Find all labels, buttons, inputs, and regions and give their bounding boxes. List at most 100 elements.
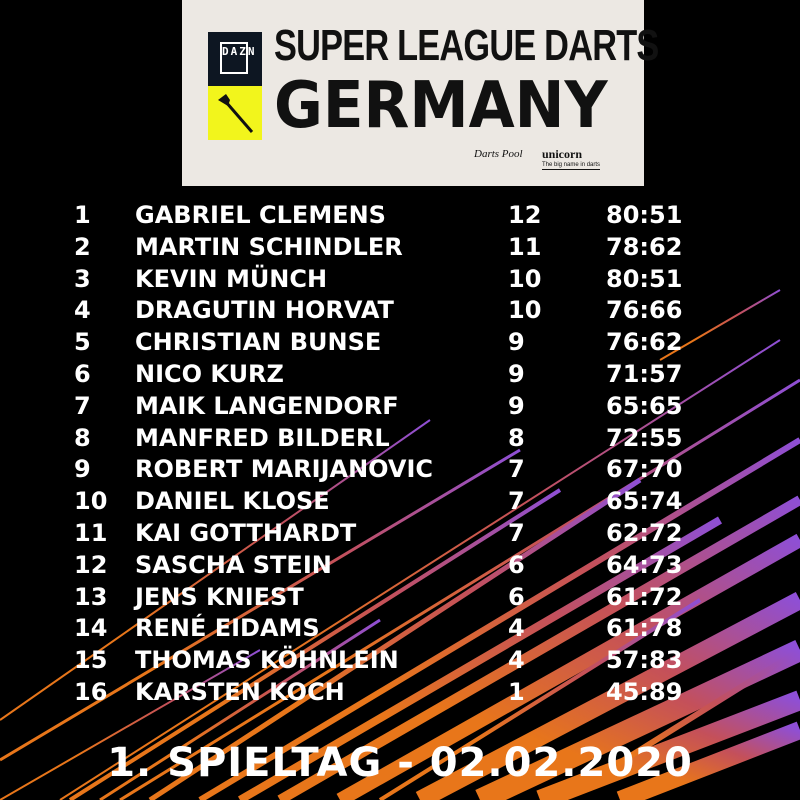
player-name: JENS KNIEST bbox=[135, 582, 304, 611]
table-row: 9 ROBERT MARIJANOVIC 7 67:70 bbox=[0, 454, 800, 484]
table-row: 13 JENS KNIEST 6 61:72 bbox=[0, 582, 800, 612]
legs-score: 67:70 bbox=[606, 455, 683, 484]
points-cell: 7 bbox=[508, 455, 525, 484]
rank-cell: 8 bbox=[74, 423, 91, 452]
points-cell: 9 bbox=[508, 391, 525, 420]
table-row: 2 MARTIN SCHINDLER 11 78:62 bbox=[0, 232, 800, 262]
rank-cell: 3 bbox=[74, 264, 91, 293]
streak-line bbox=[415, 592, 800, 800]
points-cell: 6 bbox=[508, 550, 525, 579]
sponsor-unicorn: unicorn The big name in darts bbox=[542, 147, 601, 170]
player-name: DRAGUTIN HORVAT bbox=[135, 296, 394, 325]
table-row: 10 DANIEL KLOSE 7 65:74 bbox=[0, 486, 800, 516]
table-row: 7 MAIK LANGENDORF 9 65:65 bbox=[0, 391, 800, 421]
dart-icon bbox=[208, 86, 262, 140]
table-row: 15 THOMAS KÖHNLEIN 4 57:83 bbox=[0, 645, 800, 675]
points-cell: 11 bbox=[508, 232, 542, 261]
rank-cell: 12 bbox=[74, 550, 108, 579]
points-cell: 4 bbox=[508, 614, 525, 643]
sponsor-darts-pool: Darts Pool bbox=[474, 148, 523, 160]
legs-score: 65:65 bbox=[606, 391, 683, 420]
rank-cell: 2 bbox=[74, 232, 91, 261]
streak-line bbox=[475, 640, 800, 800]
table-row: 14 RENÉ EIDAMS 4 61:78 bbox=[0, 613, 800, 643]
streak-line bbox=[659, 289, 781, 361]
player-name: MARTIN SCHINDLER bbox=[135, 232, 403, 261]
streak-line bbox=[558, 647, 800, 800]
legs-score: 76:62 bbox=[606, 328, 683, 357]
rank-cell: 4 bbox=[74, 296, 91, 325]
points-cell: 7 bbox=[508, 519, 525, 547]
player-name: RENÉ EIDAMS bbox=[135, 614, 320, 643]
points-cell: 8 bbox=[508, 423, 525, 452]
streak-line bbox=[0, 448, 521, 762]
legs-score: 64:73 bbox=[606, 550, 683, 579]
legs-score: 57:83 bbox=[606, 646, 683, 675]
points-cell: 10 bbox=[508, 264, 542, 293]
legs-score: 45:89 bbox=[606, 678, 683, 706]
player-name: KEVIN MÜNCH bbox=[135, 264, 328, 293]
table-row: 12 SASCHA STEIN 6 64:73 bbox=[0, 550, 800, 580]
player-name: SASCHA STEIN bbox=[135, 550, 332, 579]
player-name: KARSTEN KOCH bbox=[135, 678, 345, 706]
table-row: 6 NICO KURZ 9 71:57 bbox=[0, 359, 800, 389]
player-name: ROBERT MARIJANOVIC bbox=[135, 455, 434, 484]
points-cell: 4 bbox=[508, 646, 525, 675]
streak-line bbox=[119, 378, 800, 800]
points-cell: 6 bbox=[508, 582, 525, 611]
streak-line bbox=[68, 488, 562, 800]
legs-score: 61:72 bbox=[606, 582, 683, 611]
points-cell: 7 bbox=[508, 487, 525, 516]
legs-score: 71:57 bbox=[606, 360, 683, 388]
dazn-logo: DAZN bbox=[208, 32, 262, 86]
points-cell: 12 bbox=[508, 201, 542, 229]
legs-score: 78:62 bbox=[606, 232, 683, 261]
table-row: 3 KEVIN MÜNCH 10 80:51 bbox=[0, 264, 800, 294]
matchday-date: 1. SPIELTAG - 02.02.2020 bbox=[107, 740, 693, 786]
points-cell: 1 bbox=[508, 678, 525, 706]
streak-line bbox=[616, 721, 800, 800]
rank-cell: 5 bbox=[74, 328, 91, 357]
points-cell: 9 bbox=[508, 328, 525, 357]
points-cell: 9 bbox=[508, 360, 525, 388]
rank-cell: 9 bbox=[74, 455, 91, 484]
rank-cell: 6 bbox=[74, 360, 91, 388]
legs-score: 76:66 bbox=[606, 296, 683, 325]
player-name: GABRIEL CLEMENS bbox=[135, 201, 386, 229]
streak-line bbox=[59, 339, 781, 800]
table-row: 5 CHRISTIAN BUNSE 9 76:62 bbox=[0, 327, 800, 357]
player-name: DANIEL KLOSE bbox=[135, 487, 330, 516]
streak-line bbox=[0, 419, 431, 721]
rank-cell: 11 bbox=[74, 519, 108, 547]
table-row: 1 GABRIEL CLEMENS 12 80:51 bbox=[0, 200, 800, 230]
dazn-logo-text: DAZN bbox=[220, 42, 255, 74]
streak-line bbox=[99, 618, 381, 800]
legs-score: 65:74 bbox=[606, 487, 683, 516]
player-name: MAIK LANGENDORF bbox=[135, 391, 399, 420]
rank-cell: 10 bbox=[74, 487, 108, 516]
table-row: 11 KAI GOTTHARDT 7 62:72 bbox=[0, 518, 800, 548]
streak-line bbox=[0, 649, 261, 800]
streak-line bbox=[237, 516, 723, 800]
streak-line bbox=[277, 495, 800, 800]
legs-score: 61:78 bbox=[606, 614, 683, 643]
sponsor-unicorn-name: unicorn bbox=[542, 147, 583, 161]
rank-cell: 14 bbox=[74, 614, 108, 643]
player-name: CHRISTIAN BUNSE bbox=[135, 328, 382, 357]
table-row: 8 MANFRED BILDERL 8 72:55 bbox=[0, 423, 800, 453]
legs-score: 62:72 bbox=[606, 519, 683, 547]
table-row: 4 DRAGUTIN HORVAT 10 76:66 bbox=[0, 295, 800, 325]
player-name: MANFRED BILDERL bbox=[135, 423, 390, 452]
legs-score: 72:55 bbox=[606, 423, 683, 452]
league-logo-banner: DAZN SUPER LEAGUE DARTS GERMANY Darts Po… bbox=[182, 0, 659, 186]
rank-cell: 15 bbox=[74, 646, 108, 675]
sponsor-unicorn-tagline: The big name in darts bbox=[542, 162, 601, 168]
player-name: KAI GOTTHARDT bbox=[135, 519, 357, 547]
streak-line bbox=[198, 437, 800, 800]
streak-line bbox=[148, 477, 642, 800]
legs-score: 80:51 bbox=[606, 264, 683, 293]
rank-cell: 7 bbox=[74, 391, 91, 420]
legs-score: 80:51 bbox=[606, 201, 683, 229]
